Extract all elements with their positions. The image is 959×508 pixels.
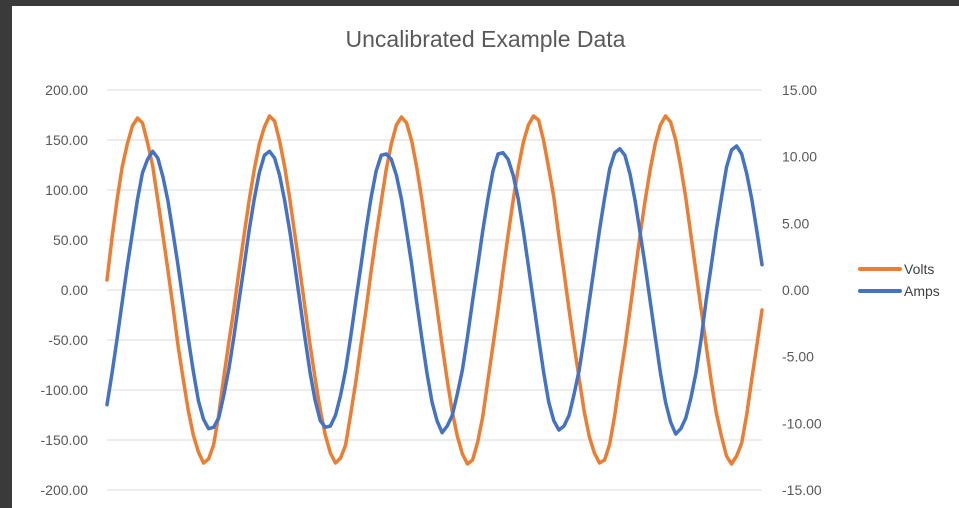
right-tick-label: 5.00 bbox=[782, 215, 809, 231]
chart-plot: 200.00 150.00 100.00 50.00 0.00 -50.00 -100.00… bbox=[41, 82, 822, 498]
legend-label-volts: Volts bbox=[904, 261, 935, 277]
right-tick-label: 10.00 bbox=[782, 149, 817, 165]
legend-item-amps: Amps bbox=[858, 280, 940, 302]
legend-swatch-volts bbox=[858, 267, 902, 271]
chart-title: Uncalibrated Example Data bbox=[345, 26, 626, 52]
right-tick-label: -5.00 bbox=[782, 349, 814, 365]
left-axis-ticks: 200.00 150.00 100.00 50.00 0.00 -50.00 -100.00… bbox=[41, 82, 89, 498]
left-tick-label: -150.00 bbox=[41, 432, 89, 448]
left-tick-label: 100.00 bbox=[45, 182, 88, 198]
series-layer bbox=[105, 114, 764, 466]
right-tick-label: -15.00 bbox=[782, 482, 822, 498]
right-tick-label: 0.00 bbox=[782, 282, 809, 298]
legend-swatch-amps bbox=[858, 289, 902, 293]
legend: Volts Amps bbox=[858, 258, 940, 302]
series-line-amps bbox=[105, 144, 764, 436]
left-tick-label: -100.00 bbox=[41, 382, 89, 398]
right-tick-label: -10.00 bbox=[782, 415, 822, 431]
left-tick-label: 50.00 bbox=[53, 232, 88, 248]
left-tick-label: -50.00 bbox=[48, 332, 88, 348]
left-tick-label: 150.00 bbox=[45, 132, 88, 148]
left-tick-label: 200.00 bbox=[45, 82, 88, 98]
legend-item-volts: Volts bbox=[858, 258, 940, 280]
right-axis-ticks: 15.00 10.00 5.00 0.00 -5.00 -10.00 -15.00 bbox=[782, 82, 822, 498]
series-line-volts bbox=[105, 114, 764, 466]
legend-label-amps: Amps bbox=[904, 283, 940, 299]
right-tick-label: 15.00 bbox=[782, 82, 817, 98]
left-tick-label: 0.00 bbox=[61, 282, 88, 298]
left-tick-label: -200.00 bbox=[41, 482, 89, 498]
chart-frame: 200.00 150.00 100.00 50.00 0.00 -50.00 -100.00… bbox=[12, 6, 959, 508]
